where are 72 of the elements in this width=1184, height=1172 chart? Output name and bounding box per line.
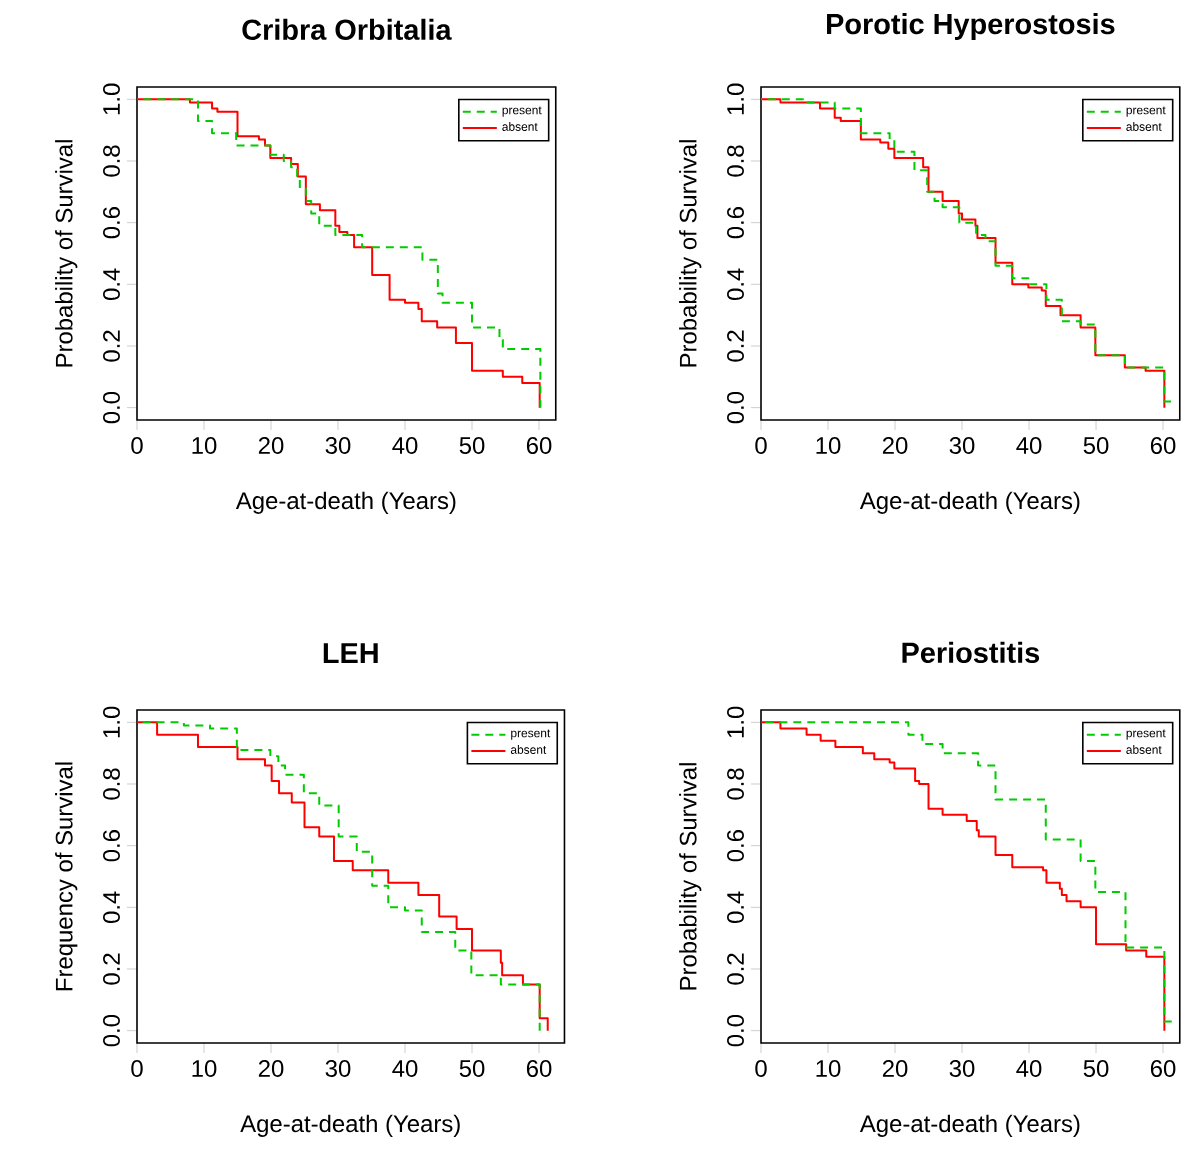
x-tick-label: 10: [816, 1060, 841, 1077]
y-tick-label: 0.2: [727, 953, 744, 985]
x-axis-title: Age-at-death (Years): [859, 1114, 1080, 1137]
y-tick-label: 1.0: [103, 83, 120, 115]
legend-label: absent: [510, 745, 547, 754]
y-tick-label: 0.6: [103, 830, 120, 862]
x-tick-label: 0: [755, 437, 767, 454]
legend-label: present: [502, 106, 542, 117]
y-tick-label: 0.8: [103, 145, 120, 177]
y-tick-label: 0.0: [103, 1014, 120, 1047]
y-tick-label: 1.0: [727, 706, 744, 738]
legend-label: absent: [502, 122, 538, 131]
y-axis-title: Probability of Survival: [55, 140, 78, 367]
y-tick-label: 0.2: [727, 330, 744, 362]
x-tick-label: 10: [192, 1060, 217, 1077]
x-tick-label: 30: [949, 1060, 975, 1077]
x-tick-label: 60: [526, 1060, 552, 1077]
x-tick-label: 30: [325, 437, 351, 454]
x-tick-label: 20: [882, 1060, 908, 1077]
y-tick-label: 0.4: [103, 891, 120, 924]
y-tick-label: 0.0: [727, 391, 744, 424]
x-tick-label: 10: [192, 437, 217, 454]
x-tick-label: 40: [392, 1060, 418, 1077]
chart-title: LEH: [323, 643, 378, 663]
x-tick-label: 40: [392, 437, 418, 454]
x-tick-label: 20: [258, 437, 284, 454]
chart-title: Periostitis: [902, 641, 1040, 663]
x-tick-label: 60: [1150, 437, 1176, 454]
x-tick-label: 0: [131, 437, 143, 454]
y-axis-title: Frequency of Survival: [55, 762, 78, 991]
x-axis-title: Age-at-death (Years): [240, 1114, 460, 1137]
x-tick-label: 50: [459, 437, 485, 454]
y-tick-label: 0.0: [103, 391, 120, 424]
y-tick-label: 1.0: [103, 706, 120, 738]
legend-label: present: [1126, 729, 1166, 740]
y-tick-label: 0.6: [727, 830, 744, 862]
x-tick-label: 30: [325, 1060, 351, 1077]
y-tick-label: 0.2: [103, 330, 120, 362]
y-tick-label: 0.4: [727, 268, 744, 300]
x-tick-label: 20: [882, 437, 908, 454]
legend-label: present: [1126, 106, 1166, 117]
x-tick-label: 50: [459, 1060, 485, 1077]
x-tick-label: 20: [258, 1060, 284, 1077]
x-tick-label: 40: [1016, 1060, 1042, 1077]
x-tick-label: 60: [526, 437, 552, 454]
y-tick-label: 0.6: [727, 207, 744, 239]
x-tick-label: 50: [1083, 437, 1109, 454]
chart-title: Porotic Hyperostosis: [827, 13, 1115, 40]
y-tick-label: 0.8: [727, 145, 744, 177]
x-axis-title: Age-at-death (Years): [859, 491, 1080, 514]
y-axis-title: Probability of Survival: [679, 140, 702, 367]
x-tick-label: 30: [949, 437, 975, 454]
chart-title: Cribra Orbitalia: [242, 18, 452, 40]
y-tick-label: 0.4: [103, 268, 120, 300]
x-tick-label: 0: [131, 1060, 143, 1077]
y-tick-label: 0.8: [727, 768, 744, 800]
y-axis-title: Probability of Survival: [679, 763, 702, 990]
y-tick-label: 0.8: [103, 768, 120, 800]
y-tick-label: 0.2: [103, 953, 120, 985]
y-tick-label: 0.4: [727, 891, 744, 924]
x-axis-title: Age-at-death (Years): [235, 491, 456, 514]
x-tick-label: 0: [755, 1060, 767, 1077]
legend-label: absent: [1126, 122, 1162, 131]
x-tick-label: 10: [816, 437, 841, 454]
x-tick-label: 40: [1016, 437, 1042, 454]
y-tick-label: 1.0: [727, 83, 744, 115]
y-tick-label: 0.6: [103, 207, 120, 239]
legend-label: present: [511, 729, 551, 740]
legend-label: absent: [1126, 745, 1162, 754]
y-tick-label: 0.0: [727, 1014, 744, 1047]
x-tick-label: 60: [1150, 1060, 1176, 1077]
x-tick-label: 50: [1083, 1060, 1109, 1077]
